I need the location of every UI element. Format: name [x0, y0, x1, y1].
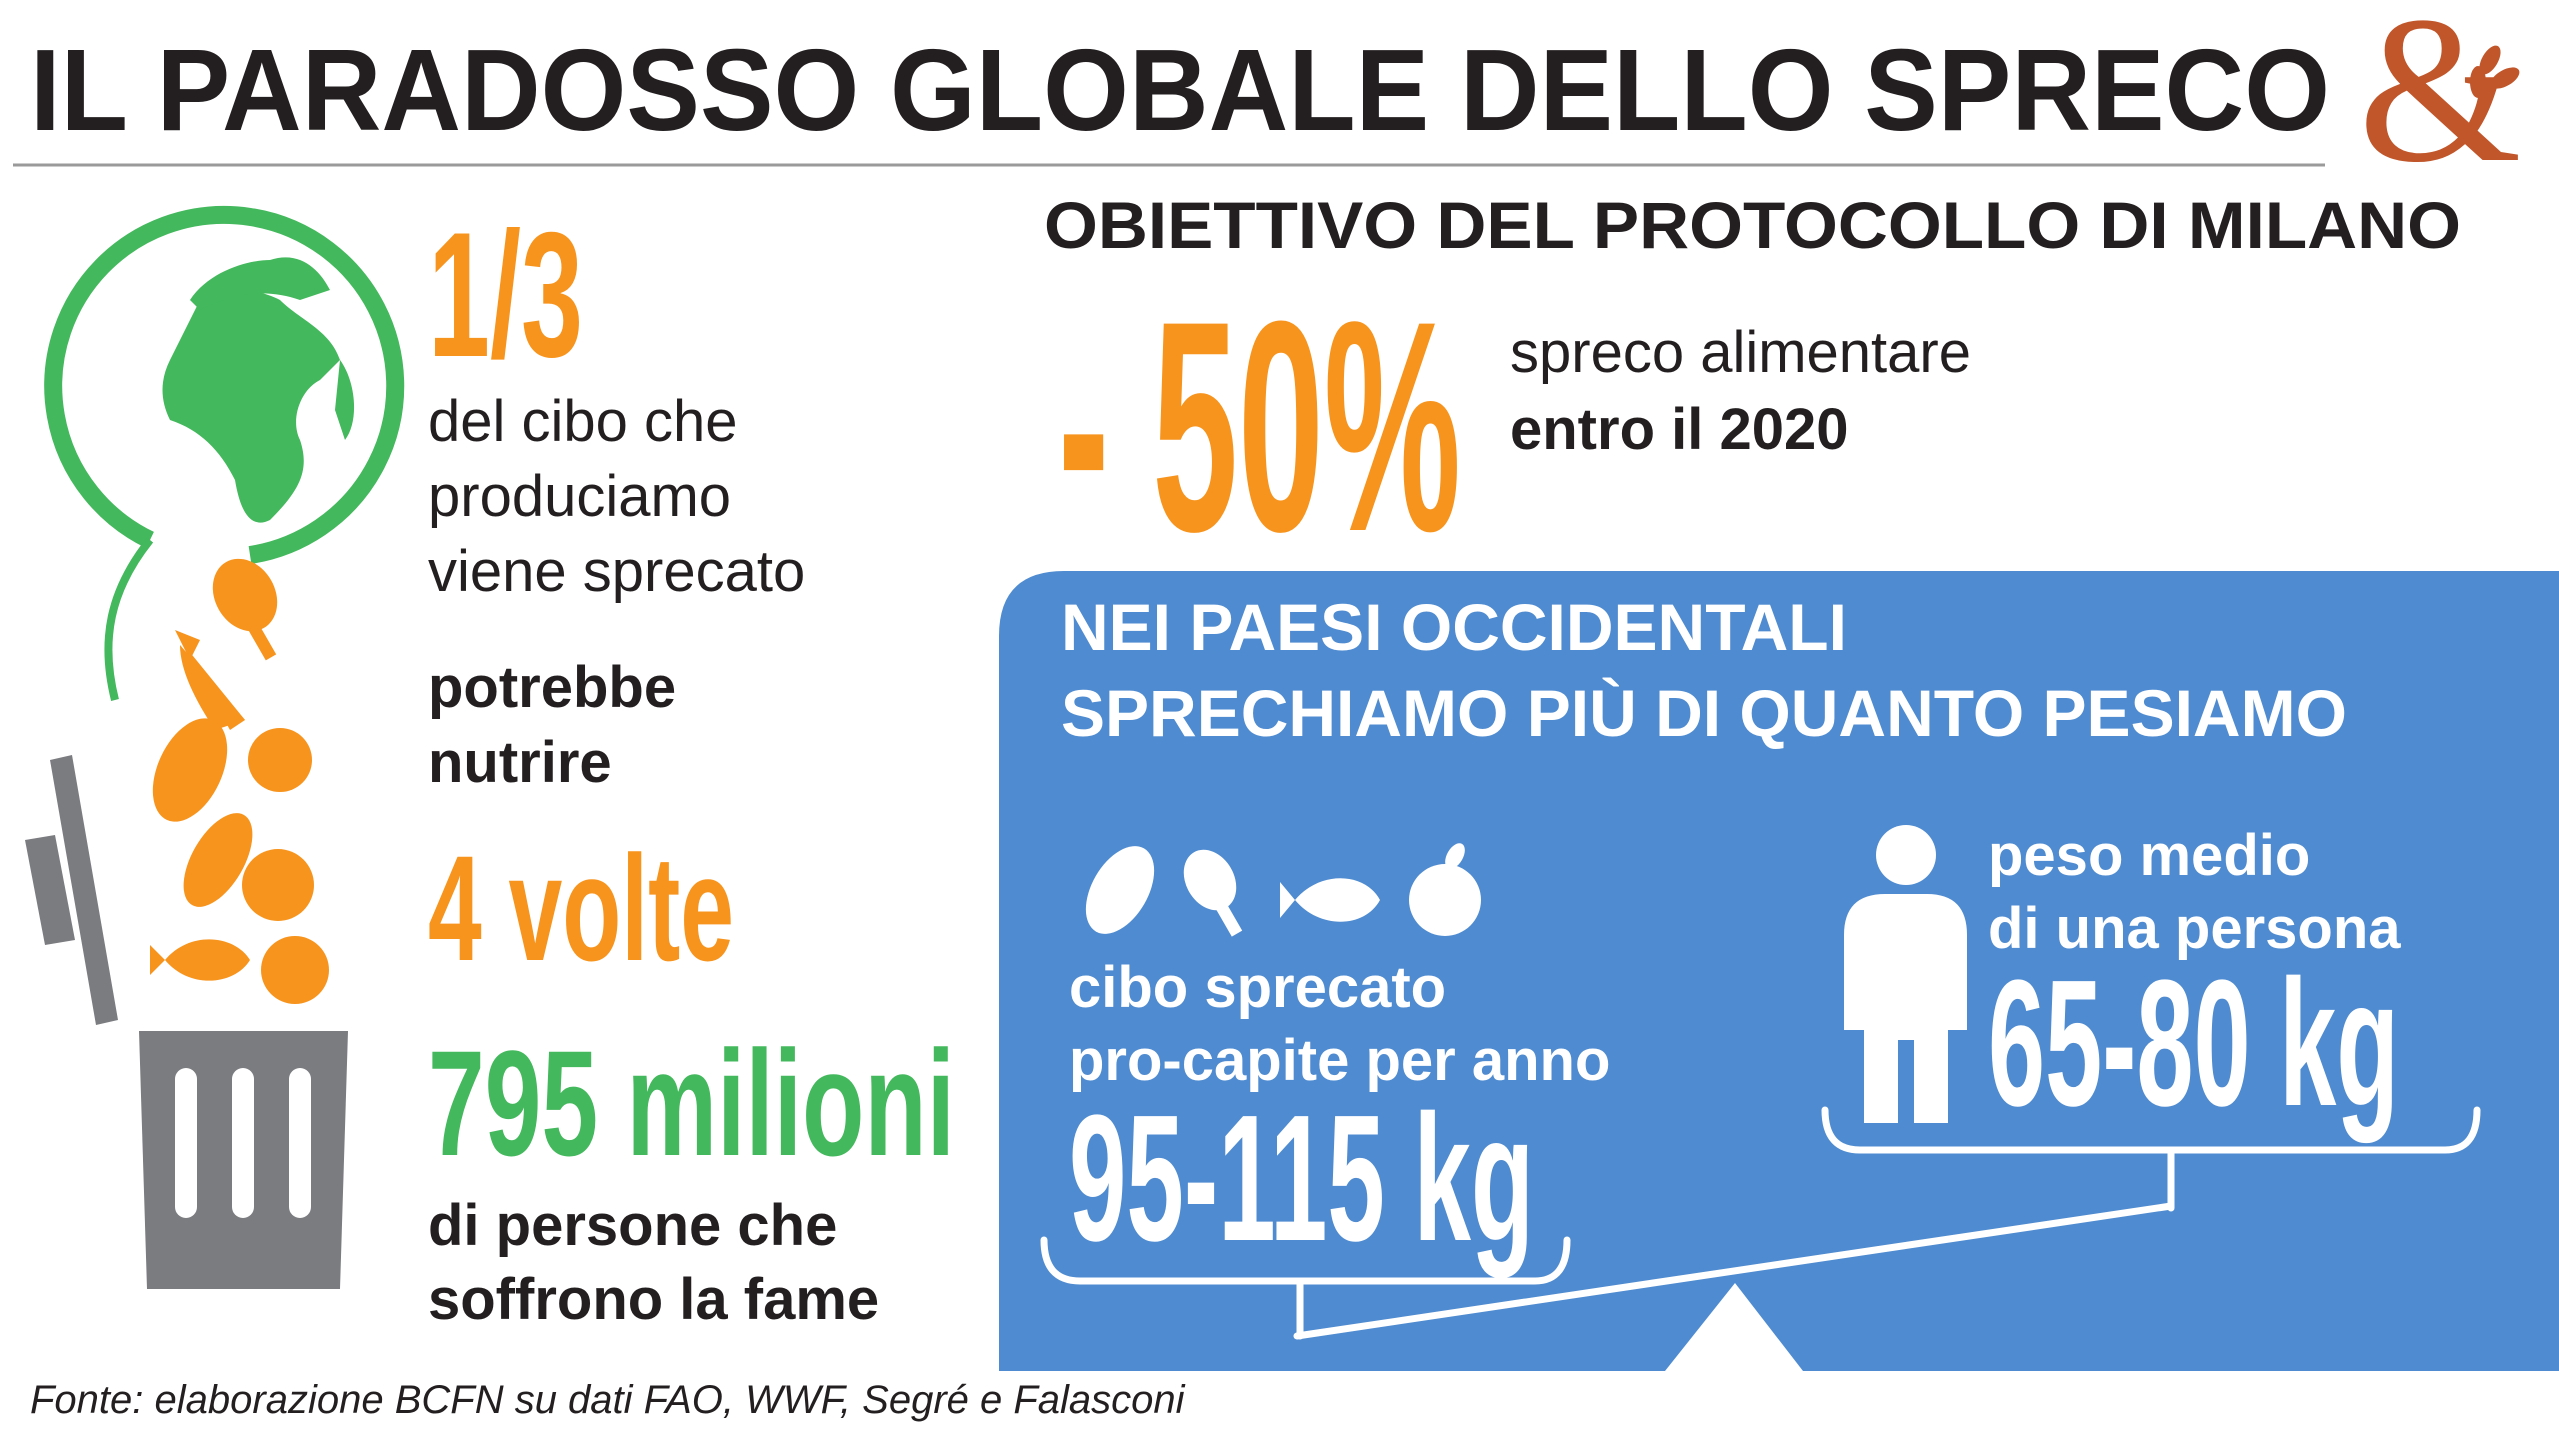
- weight-value: 65-80 kg: [1988, 943, 2399, 1144]
- waste-value: 95-115 kg: [1069, 1078, 1534, 1279]
- people-text: di persone che: [428, 1193, 837, 1258]
- fraction-text: del cibo che: [428, 389, 738, 454]
- goal-text: entro il 2020: [1510, 397, 1848, 462]
- balance-scale: [1040, 1106, 2481, 1340]
- times: 4 volte: [428, 824, 734, 992]
- panel-food-icons: [1085, 843, 1481, 937]
- title: IL PARADOSSO GLOBALE DELLO SPRECO: [30, 25, 2330, 155]
- logo-wheat: [2470, 45, 2520, 98]
- weight-label: di una persona: [1988, 896, 2401, 961]
- logo: &: [2358, 0, 2521, 206]
- panel-title: SPRECHIAMO PIÙ DI QUANTO PESIAMO: [1061, 676, 2347, 750]
- source: Fonte: elaborazione BCFN su dati FAO, WW…: [30, 1378, 1186, 1422]
- panel-title: NEI PAESI OCCIDENTALI: [1061, 590, 1847, 664]
- could-feed: nutrire: [428, 730, 612, 795]
- person-icon: [1844, 825, 1967, 1123]
- globe-icon: [44, 205, 405, 701]
- fulcrum: [1665, 1283, 1803, 1371]
- people-text: soffrono la fame: [428, 1267, 879, 1332]
- weight-label: peso medio: [1988, 823, 2310, 888]
- goal-text: spreco alimentare: [1510, 320, 1971, 385]
- goal-value: - 50%: [1058, 258, 1461, 594]
- food-icons: [150, 558, 329, 1004]
- people: 795 milioni: [428, 1019, 955, 1187]
- could-feed: potrebbe: [428, 655, 676, 720]
- fraction-text: produciamo: [428, 464, 731, 529]
- fraction: 1/3: [428, 195, 583, 394]
- trash-slots: [175, 1068, 311, 1218]
- waste-label: pro-capite per anno: [1069, 1028, 1610, 1093]
- waste-label: cibo sprecato: [1069, 955, 1446, 1020]
- fraction-text: viene sprecato: [428, 539, 805, 604]
- goal-title: OBIETTIVO DEL PROTOCOLLO DI MILANO: [1044, 188, 2461, 262]
